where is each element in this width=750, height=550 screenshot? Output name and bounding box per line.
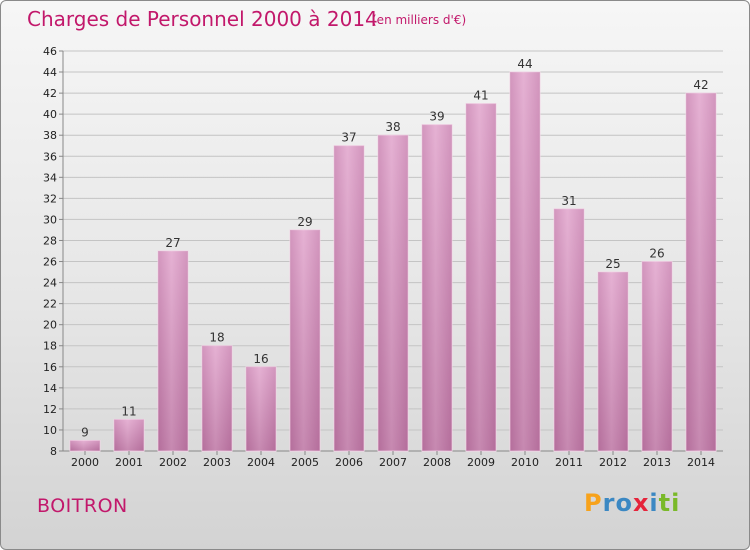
y-tick-label: 44 [43,66,57,79]
x-tick-label-2010: 2010 [511,456,539,469]
logo-letter: i [649,489,659,517]
y-tick-label: 40 [43,108,57,121]
bar-shade-2005 [290,229,320,451]
logo-letter: o [615,489,633,517]
data-label-2010: 44 [517,57,532,71]
x-tick-label-2000: 2000 [71,456,99,469]
logo-letter: i [671,489,681,517]
x-tick-label-2007: 2007 [379,456,407,469]
data-label-2000: 9 [81,425,89,439]
bar-shade-2004 [246,366,276,451]
y-tick-label: 12 [43,403,57,416]
data-label-2006: 37 [341,131,356,145]
data-label-2013: 26 [649,247,664,261]
y-tick-label: 18 [43,340,57,353]
bar-shade-2012 [598,272,628,451]
y-tick-label: 30 [43,213,57,226]
y-tick-label: 16 [43,361,57,374]
y-tick-label: 10 [43,424,57,437]
bar-shade-2010 [510,72,540,451]
data-label-2012: 25 [605,257,620,271]
data-label-2007: 38 [385,120,400,134]
x-tick-label-2006: 2006 [335,456,363,469]
bar-shade-2003 [202,345,232,451]
bar-shade-2011 [554,208,584,451]
x-tick-label-2012: 2012 [599,456,627,469]
x-tick-label-2008: 2008 [423,456,451,469]
logo-letter: t [658,489,672,517]
y-tick-label: 20 [43,319,57,332]
y-tick-label: 28 [43,234,57,247]
y-tick-label: 38 [43,129,57,142]
data-label-2004: 16 [253,352,268,366]
x-tick-label-2013: 2013 [643,456,671,469]
bar-shade-2000 [70,440,100,451]
x-tick-label-2014: 2014 [687,456,715,469]
bar-shade-2002 [158,251,188,451]
data-label-2001: 11 [121,404,136,418]
y-tick-label: 8 [50,445,57,458]
data-label-2014: 42 [693,78,708,92]
proxiti-logo: Proxiti [584,489,680,517]
bar-shade-2009 [466,103,496,451]
location-label: BOITRON [37,495,128,517]
x-tick-label-2001: 2001 [115,456,143,469]
y-tick-label: 36 [43,150,57,163]
y-tick-label: 46 [43,45,57,58]
bar-shade-2014 [686,93,716,452]
chart-subtitle: (en milliers d'€) [372,13,467,27]
y-tick-label: 32 [43,192,57,205]
bar-shade-2007 [378,135,408,452]
bar-shade-2006 [334,145,364,451]
data-label-2009: 41 [473,89,488,103]
logo-letter: P [584,489,603,517]
y-tick-label: 34 [43,171,57,184]
logo-letter: x [632,489,650,517]
data-label-2003: 18 [209,331,224,345]
y-tick-label: 14 [43,382,57,395]
data-label-2008: 39 [429,110,444,124]
x-tick-label-2004: 2004 [247,456,275,469]
data-label-2011: 31 [561,194,576,208]
data-label-2005: 29 [297,215,312,229]
x-tick-label-2011: 2011 [555,456,583,469]
x-tick-label-2009: 2009 [467,456,495,469]
y-tick-label: 42 [43,87,57,100]
logo-letter: r [602,489,616,517]
data-label-2002: 27 [165,236,180,250]
x-tick-label-2005: 2005 [291,456,319,469]
bar-shade-2008 [422,124,452,452]
x-tick-label-2003: 2003 [203,456,231,469]
bar-shade-2013 [642,261,672,451]
x-tick-label-2002: 2002 [159,456,187,469]
y-tick-label: 22 [43,298,57,311]
y-tick-label: 24 [43,277,57,290]
y-tick-label: 26 [43,256,57,269]
bar-shade-2001 [114,419,144,451]
chart-title: Charges de Personnel 2000 à 2014 [27,7,378,31]
